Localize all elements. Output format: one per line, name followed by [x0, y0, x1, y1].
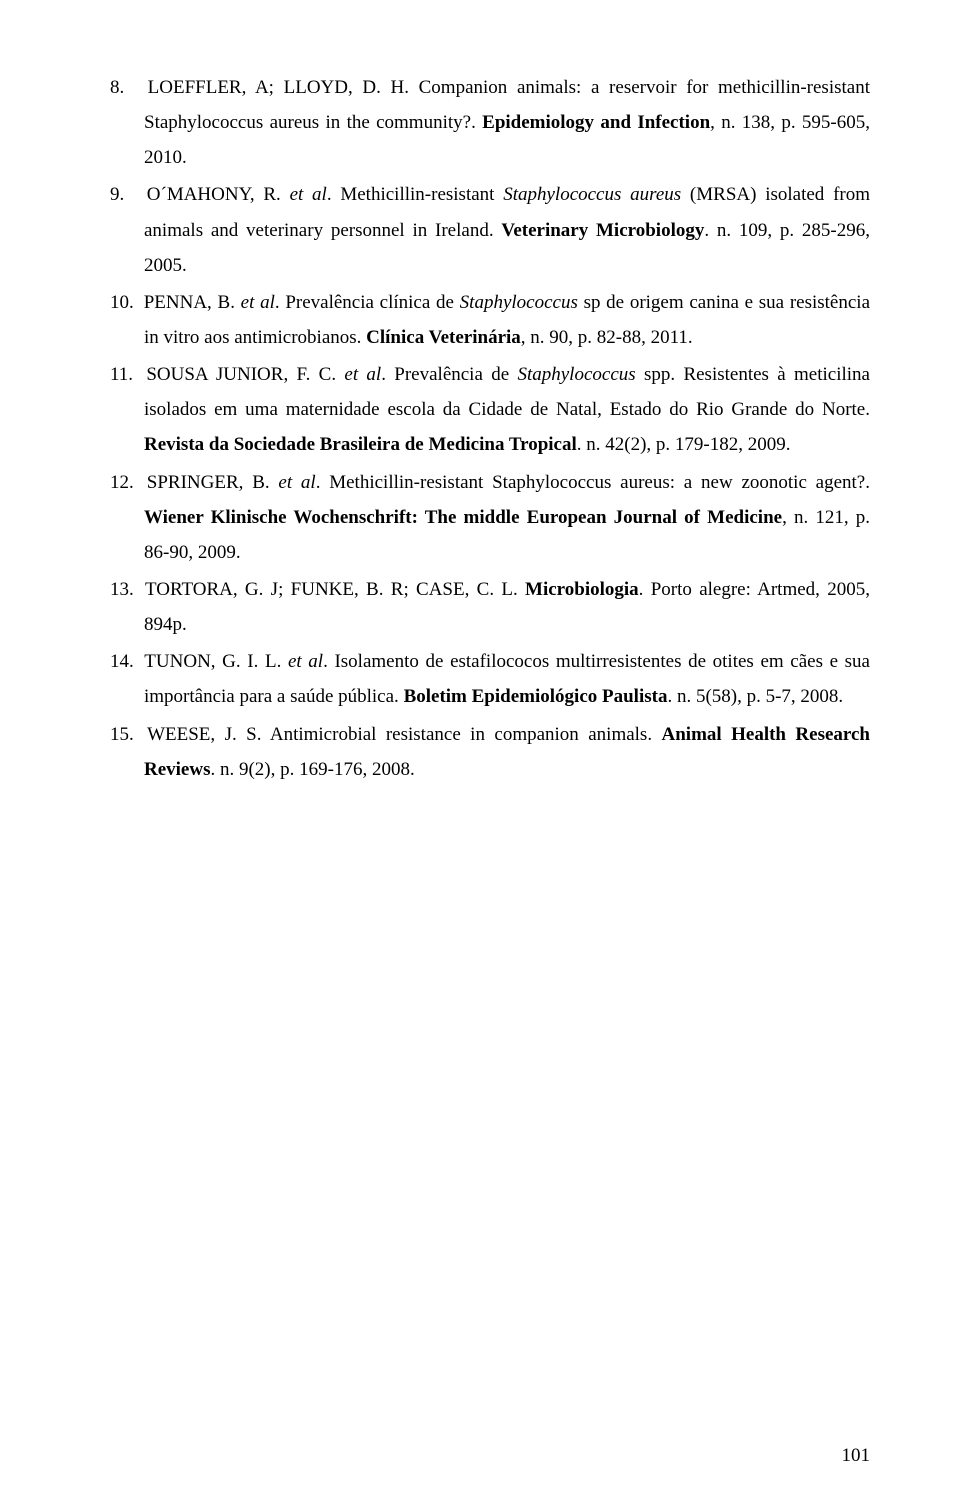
ref-journal: Wiener Klinische Wochenschrift: The midd… [144, 507, 782, 528]
ref-text: TORTORA, G. J; FUNKE, B. R; CASE, C. L. [145, 579, 525, 600]
ref-etal: et al [278, 472, 315, 493]
reference-item: SOUSA JUNIOR, F. C. et al. Prevalência d… [110, 357, 870, 462]
ref-journal: Clínica Veterinária [366, 327, 521, 348]
ref-title: Microbiologia [525, 579, 639, 600]
ref-text: . n. 5(58), p. 5-7, 2008. [667, 686, 843, 707]
reference-item: SPRINGER, B. et al. Methicillin-resistan… [110, 465, 870, 570]
reference-item: TUNON, G. I. L. et al. Isolamento de est… [110, 644, 870, 714]
ref-text: SOUSA JUNIOR, F. C. [146, 364, 344, 385]
ref-text: . Methicillin-resistant [327, 184, 503, 205]
ref-text: WEESE, J. S. Antimicrobial resistance in… [147, 724, 661, 745]
ref-text: . Prevalência clínica de [275, 292, 460, 313]
ref-journal: Boletim Epidemiológico Paulista [404, 686, 668, 707]
ref-species: Staphylococcus [460, 292, 578, 313]
ref-text: . Prevalência de [381, 364, 517, 385]
ref-text: . n. 42(2), p. 179-182, 2009. [577, 434, 791, 455]
ref-species: Staphylococcus aureus [503, 184, 681, 205]
page: LOEFFLER, A; LLOYD, D. H. Companion anim… [0, 0, 960, 1507]
ref-text: . Methicillin-resistant Staphylococcus a… [316, 472, 870, 493]
ref-journal: Veterinary Microbiology [501, 220, 704, 241]
ref-etal: et al [288, 651, 323, 672]
ref-etal: et al [241, 292, 275, 313]
ref-text: PENNA, B. [144, 292, 241, 313]
reference-item: LOEFFLER, A; LLOYD, D. H. Companion anim… [110, 70, 870, 175]
reference-item: TORTORA, G. J; FUNKE, B. R; CASE, C. L. … [110, 572, 870, 642]
reference-item: PENNA, B. et al. Prevalência clínica de … [110, 285, 870, 355]
reference-item: O´MAHONY, R. et al. Methicillin-resistan… [110, 177, 870, 282]
ref-journal: Revista da Sociedade Brasileira de Medic… [144, 434, 577, 455]
ref-journal: Epidemiology and Infection [482, 112, 710, 133]
ref-text: TUNON, G. I. L. [144, 651, 288, 672]
ref-text: SPRINGER, B. [147, 472, 279, 493]
page-number: 101 [842, 1445, 871, 1467]
ref-text: O´MAHONY, R. [147, 184, 290, 205]
ref-species: Staphylococcus [517, 364, 635, 385]
reference-item: WEESE, J. S. Antimicrobial resistance in… [110, 717, 870, 787]
references-list: LOEFFLER, A; LLOYD, D. H. Companion anim… [110, 70, 870, 787]
ref-etal: et al [344, 364, 381, 385]
ref-etal: et al [290, 184, 327, 205]
ref-text: . n. 9(2), p. 169-176, 2008. [210, 759, 414, 780]
ref-text: , n. 90, p. 82-88, 2011. [521, 327, 693, 348]
